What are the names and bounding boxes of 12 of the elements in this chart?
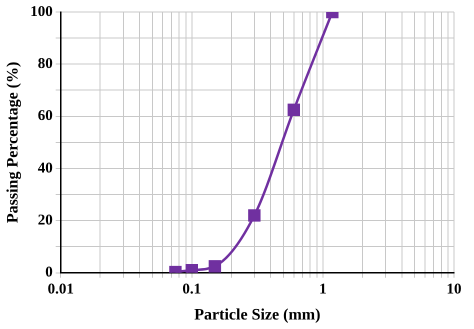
y-tick-label: 0 [45,264,53,281]
x-axis-title: Particle Size (mm) [194,306,320,324]
y-axis-title: Passing Percentage (%) [4,62,22,224]
y-tick-label: 60 [38,108,53,124]
x-tick-label: 0.1 [182,282,202,298]
x-tick-label: 1 [319,282,327,298]
y-tick-label: 40 [38,160,53,176]
x-tick-label: 10 [446,282,462,298]
y-tick-label: 20 [38,212,53,229]
y-tick-label: 80 [38,56,53,72]
y-tick-label: 100 [30,4,53,20]
x-tick-label: 0.01 [48,282,74,298]
